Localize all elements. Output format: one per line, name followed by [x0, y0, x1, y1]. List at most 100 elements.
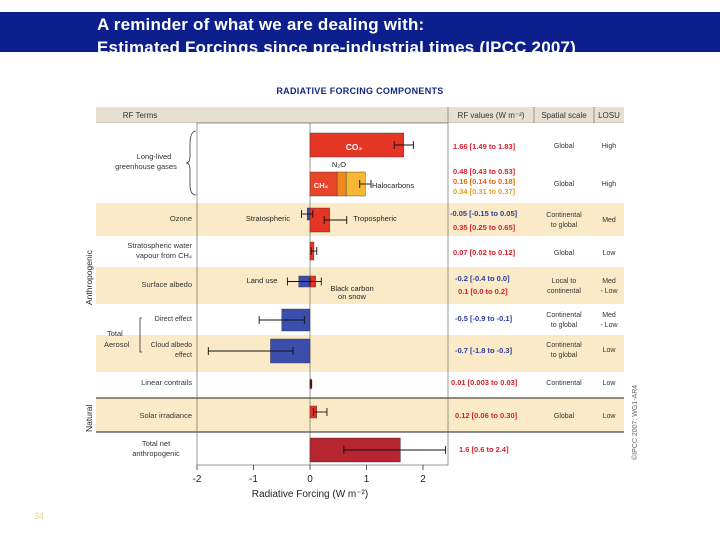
long-lived-brace [185, 130, 197, 196]
scale-solar: Global [554, 413, 575, 420]
scale-co2: Global [554, 143, 575, 150]
scale-ghg: Global [554, 181, 575, 188]
cloud-albedo-error-bar [207, 347, 294, 355]
rf-value-strat-water: 0.07 [0.02 to 0.12] [453, 248, 516, 257]
losu-albedo-2: - Low [600, 288, 618, 295]
total-net-error-bar [343, 446, 447, 454]
direct-effect-error-bar [258, 316, 305, 324]
scale-direct-2: to global [551, 322, 578, 329]
x-tick-label: 2 [420, 474, 426, 485]
losu-cloud: Low [603, 347, 617, 354]
rf-value-solar: 0.12 [0.06 to 0.30] [455, 411, 518, 420]
header-rf-values: RF values (W m⁻²) [458, 111, 525, 120]
long-lived-label-2: greenhouse gases [115, 162, 177, 171]
rf-value-strat-ozone: -0.05 [-0.15 to 0.05] [450, 209, 518, 218]
row-band [96, 267, 624, 304]
x-tick-label: -2 [193, 474, 202, 485]
row-band [96, 398, 624, 432]
scale-strat-water: Global [554, 250, 575, 257]
rf-value-direct-effect: -0.5 [-0.9 to -0.1] [455, 314, 513, 323]
strat-water-error-bar [310, 247, 318, 255]
header-spatial-scale: Spatial scale [541, 111, 587, 120]
losu-ghg: High [602, 181, 617, 188]
trop-ozone-error-bar [323, 216, 348, 224]
cloud-albedo-label-2: effect [175, 352, 192, 359]
ch4-bar-label: CH₄ [314, 181, 329, 190]
land-use-bar-label: Land use [247, 276, 278, 285]
rf-value-land-use: -0.2 [-0.4 to 0.0] [455, 274, 510, 283]
losu-ozone: Med [602, 217, 616, 224]
row-band [96, 203, 624, 236]
n2o-bar-label: N₂O [332, 160, 346, 169]
error-bars [207, 141, 447, 454]
co2-error-bar [393, 141, 414, 149]
halocarbons-error-bar [359, 180, 372, 188]
row-band [96, 304, 624, 335]
header-rf-terms: RF Terms [123, 111, 158, 120]
black-carbon-bar-label: Black carbon [330, 284, 373, 293]
anthropogenic-label: Anthropogenic [84, 249, 94, 305]
n2o-bar [336, 171, 347, 197]
header-losu: LOSU [598, 111, 620, 120]
scale-contrails: Continental [546, 380, 582, 387]
slide-title-line-2: Estimated Forcings since pre-industrial … [97, 38, 577, 52]
long-lived-label: Long-lived [137, 152, 172, 161]
total-aerosol-label-2: Aerosol [104, 340, 130, 349]
x-tick-label: -1 [249, 474, 258, 485]
surface-albedo-label: Surface albedo [142, 280, 192, 289]
losu-direct-2: - Low [600, 322, 618, 329]
chart-title: RADIATIVE FORCING COMPONENTS [276, 86, 443, 96]
contrails-label: Linear contrails [141, 378, 192, 387]
rf-value-cloud-albedo: -0.7 [-1.8 to -0.3] [455, 346, 513, 355]
losu-strat-water: Low [603, 250, 617, 257]
losu-co2: High [602, 143, 617, 150]
scale-cloud: Continental [546, 342, 582, 349]
natural-label: Natural [84, 404, 94, 432]
plot-frame [196, 122, 449, 466]
scale-ozone: Continental [546, 212, 582, 219]
cloud-albedo-label: Cloud albedo [151, 342, 192, 349]
total-aerosol-label: Total [107, 329, 123, 338]
losu-solar: Low [603, 413, 617, 420]
aerosol-bracket [139, 317, 142, 353]
scale-cloud-2: to global [551, 352, 578, 359]
strat-water-label-2: vapour from CH₄ [136, 251, 192, 260]
losu-albedo: Med [602, 278, 616, 285]
scale-albedo: Local to [552, 278, 577, 285]
co2-bar [309, 132, 404, 158]
solar-label: Solar irradiance [139, 411, 192, 420]
x-tick-label: 1 [364, 474, 370, 485]
scale-ozone-2: to global [551, 222, 578, 229]
contrails-error-bar [309, 380, 313, 388]
rf-value-total-net: 1.6 [0.6 to 2.4] [459, 445, 509, 454]
copyright-text: ©IPCC 2007: WG1-AR4 [631, 385, 639, 460]
row-band [96, 335, 624, 372]
solar-error-bar [312, 408, 328, 416]
rf-value-halocarbons: 0.34 [0.31 to 0.37] [453, 187, 516, 196]
rf-value-ch4: 0.48 [0.43 to 0.53] [453, 167, 516, 176]
total-net-label-2: anthropogenic [132, 449, 180, 458]
black-carbon-bar-label-2: on snow [338, 292, 367, 301]
tropospheric-bar-label: Tropospheric [353, 214, 397, 223]
total-net-label: Total net [142, 439, 171, 448]
x-axis: -2 -1 0 1 2 [193, 465, 426, 485]
ozone-label: Ozone [170, 214, 192, 223]
row-band [96, 236, 624, 267]
losu-direct: Med [602, 312, 616, 319]
x-axis-label: Radiative Forcing (W m⁻²) [252, 489, 368, 500]
row-band [96, 372, 624, 398]
rf-value-co2: 1.66 [1.49 to 1.83] [453, 142, 516, 151]
rf-value-contrails: 0.01 [0.003 to 0.03] [451, 378, 518, 387]
rf-value-trop-ozone: 0.35 [0.25 to 0.65] [453, 223, 516, 232]
slide-title-bar: A reminder of what we are dealing with: … [0, 12, 720, 52]
rf-value-n2o: 0.16 [0.14 to 0.18] [453, 177, 516, 186]
slide-title-line-1: A reminder of what we are dealing with: [97, 15, 425, 34]
black-carbon-error-bar [309, 277, 322, 286]
x-tick-label: 0 [307, 474, 313, 485]
halocarbons-bar-label: Halocarbons [372, 181, 414, 190]
direct-effect-label: Direct effect [155, 316, 192, 323]
column-header-bar [96, 107, 624, 123]
rf-value-black-carbon: 0.1 [0.0 to 0.2] [458, 287, 508, 296]
losu-contrails: Low [603, 380, 617, 387]
